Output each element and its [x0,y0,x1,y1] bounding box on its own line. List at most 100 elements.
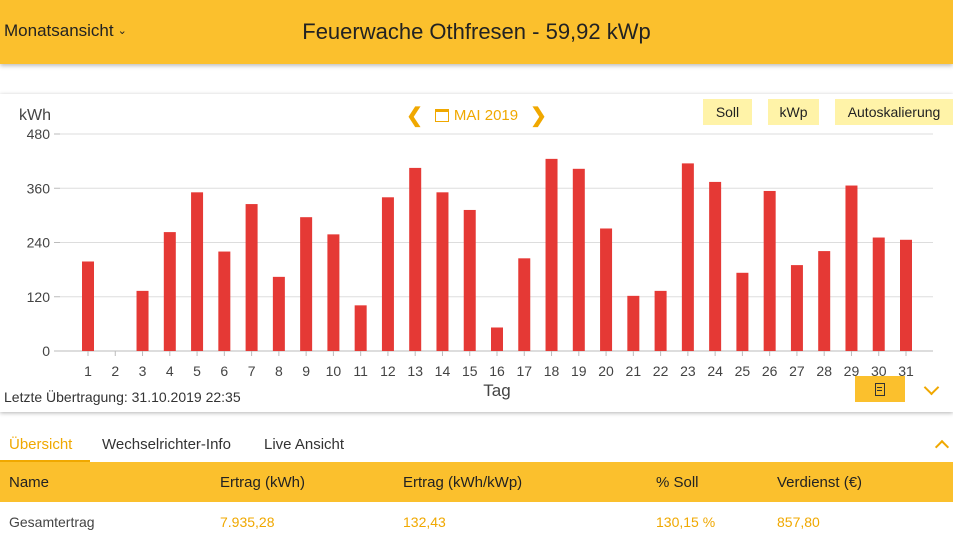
x-tick-label: 28 [816,363,832,379]
x-tick-label: 17 [516,363,532,379]
x-tick-label: 24 [707,363,723,379]
bar [245,204,258,351]
x-axis-label: Tag [483,381,510,400]
bar [354,305,367,351]
bar [381,197,394,351]
bar [900,239,912,351]
bar [272,276,285,351]
last-transfer-status: Letzte Übertragung: 31.10.2019 22:35 [4,389,241,405]
x-tick-label: 8 [275,363,283,379]
x-tick-label: 20 [598,363,614,379]
x-tick-label: 23 [680,363,696,379]
y-tick-label: 0 [42,343,50,359]
bar [218,251,231,351]
cell-ertrag: 7.935,28 [220,514,275,530]
col-header-ertrag-kwp: Ertrag (kWh/kWp) [403,474,523,491]
prev-month-icon[interactable]: ❮ [406,105,423,127]
bar [327,234,340,351]
table-header: Name Ertrag (kWh) Ertrag (kWh/kWp) % Sol… [0,462,953,502]
x-tick-label: 30 [871,363,887,379]
col-header-soll: % Soll [656,474,699,491]
autoscale-button[interactable]: Autoskalierung [835,99,953,125]
bar [600,228,613,351]
table-row: Gesamtertrag 7.935,28 132,43 130,15 % 85… [0,502,953,537]
chart-panel [0,94,953,412]
bar [136,290,149,351]
x-tick-label: 12 [380,363,396,379]
tab-live-ansicht[interactable]: Live Ansicht [264,436,345,453]
col-header-name: Name [9,474,50,491]
bar [627,295,640,351]
chevron-down-icon: ⌄ [117,25,127,37]
x-tick-label: 26 [762,363,778,379]
bar [818,251,831,351]
x-tick-label: 7 [248,363,256,379]
x-tick-label: 14 [435,363,451,379]
tab-uebersicht[interactable]: Übersicht [9,436,73,453]
month-navigation: ❮ MAI 2019 ❯ [0,103,953,127]
x-tick-label: 6 [220,363,228,379]
bar [790,265,803,351]
x-tick-label: 13 [407,363,423,379]
x-tick-label: 27 [789,363,805,379]
y-axis-label: kWh [19,107,51,124]
x-tick-label: 29 [844,363,860,379]
bar [654,290,667,351]
calendar-icon [434,109,449,122]
month-picker[interactable]: MAI 2019 [434,107,519,124]
bar [300,217,313,351]
month-label: MAI 2019 [453,107,519,124]
cell-ertrag-kwp: 132,43 [403,514,446,530]
x-tick-label: 15 [462,363,478,379]
export-button[interactable] [855,376,905,402]
bar [191,192,204,351]
x-tick-label: 5 [193,363,201,379]
y-tick-label: 240 [27,235,51,251]
y-tick-label: 120 [27,289,51,305]
kwp-button[interactable]: kWp [768,99,819,125]
x-tick-label: 9 [302,363,310,379]
x-tick-label: 22 [653,363,669,379]
bar [681,163,694,351]
x-tick-label: 3 [139,363,147,379]
cell-verdienst: 857,80 [777,514,820,530]
tab-bar: Übersicht Wechselrichter-Info Live Ansic… [0,428,953,462]
bar [491,327,503,351]
x-tick-label: 21 [626,363,642,379]
x-tick-label: 31 [898,363,914,379]
x-tick-label: 25 [735,363,751,379]
document-icon [875,382,885,396]
y-tick-label: 360 [27,180,51,196]
cell-soll: 130,15 % [656,514,716,530]
bar [572,168,585,351]
bar [545,158,558,351]
x-tick-label: 18 [544,363,560,379]
soll-button[interactable]: Soll [703,99,752,125]
y-tick-label: 480 [27,126,51,142]
view-select-label: Monatsansicht [4,21,114,40]
x-tick-label: 4 [166,363,174,379]
bar [763,190,776,351]
bar [518,258,531,351]
tab-wechselrichter-info[interactable]: Wechselrichter-Info [102,436,231,453]
x-tick-label: 11 [353,363,368,379]
bar [409,167,422,351]
x-tick-label: 16 [489,363,505,379]
bar [82,261,94,351]
bar [463,209,476,351]
bar [736,272,749,351]
x-tick-label: 10 [326,363,342,379]
cell-name: Gesamtertrag [9,514,95,530]
bar [436,192,449,351]
x-tick-label: 19 [571,363,587,379]
bar [163,232,176,351]
header-bar: Monatsansicht ⌄ Feuerwache Othfresen - 59… [0,0,953,64]
view-select[interactable]: Monatsansicht ⌄ [4,21,127,41]
col-header-verdienst: Verdienst (€) [777,474,863,491]
col-header-ertrag: Ertrag (kWh) [220,474,306,491]
x-tick-label: 1 [84,363,92,379]
active-tab-indicator [0,460,90,462]
next-month-icon[interactable]: ❯ [530,105,547,127]
page-title: Feuerwache Othfresen - 59,92 kWp [302,19,651,44]
